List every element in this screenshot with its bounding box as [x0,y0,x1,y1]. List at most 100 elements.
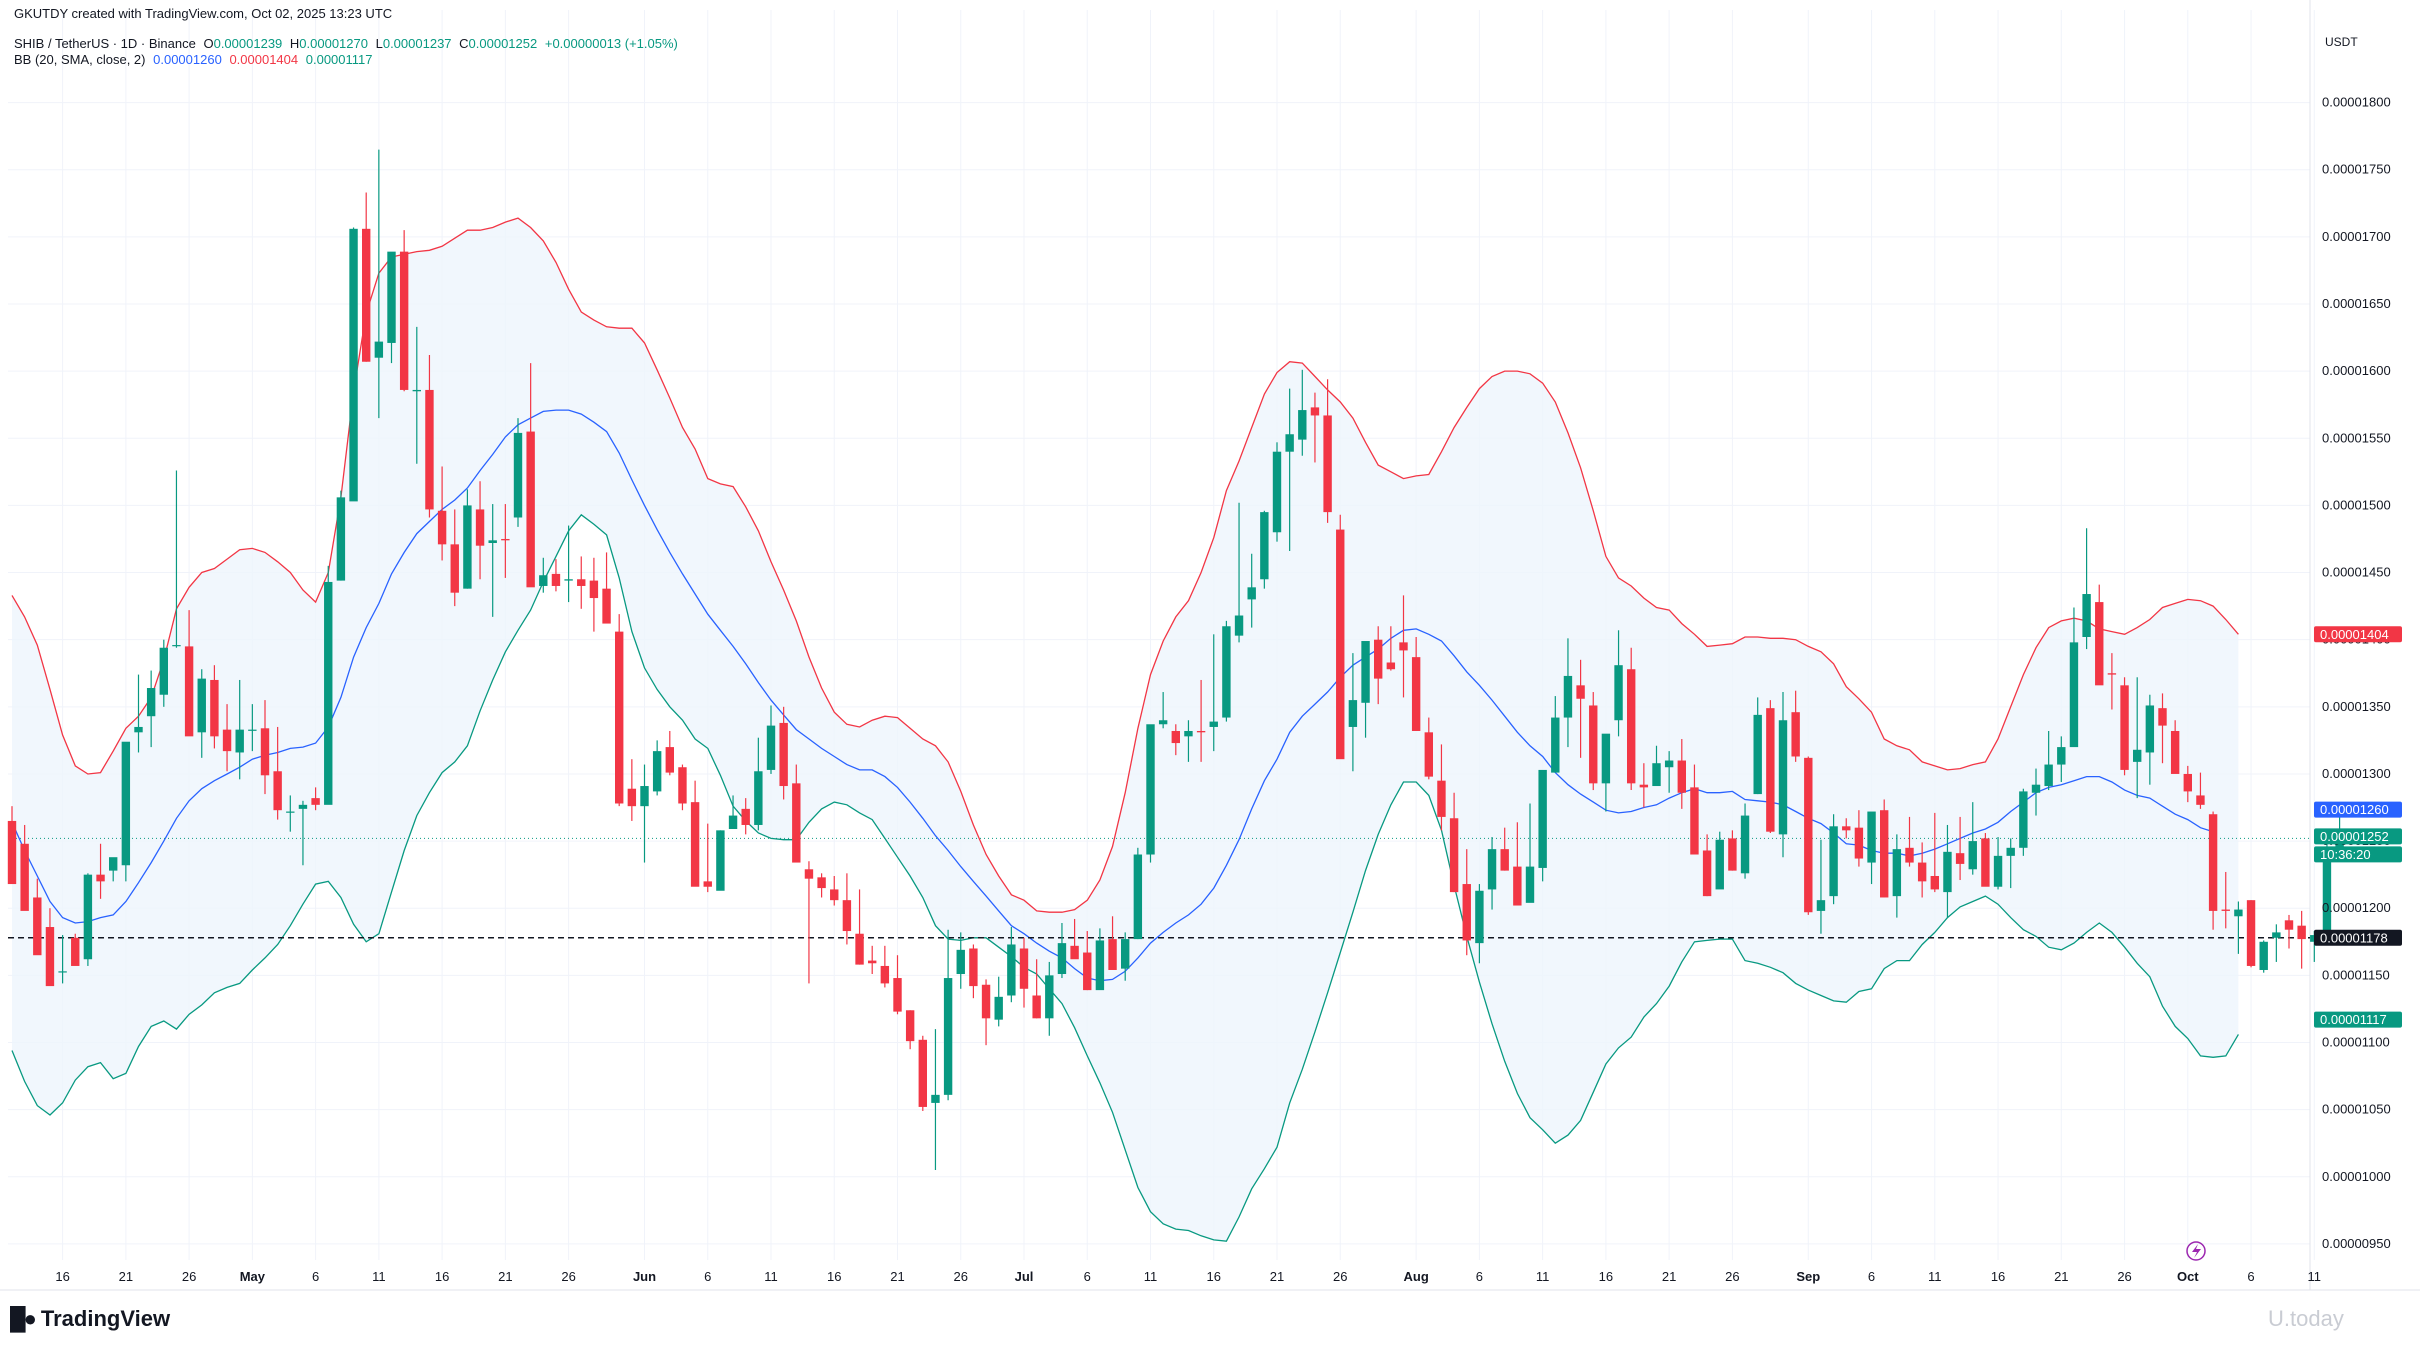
bb-label[interactable]: BB (20, SMA, close, 2) [14,52,146,67]
ohlc-legend: SHIB / TetherUS · 1D · Binance O0.000012… [14,36,682,51]
change-value: +0.00000013 (+1.05%) [544,36,678,51]
high-label: H [289,36,300,51]
candle-body [539,575,548,586]
candle [425,355,434,518]
candle-body [1083,952,1092,991]
candle-body [627,788,637,807]
candle-body [905,1010,915,1042]
candle [273,726,282,820]
time-tick-label: 16 [55,1269,69,1284]
candle-body [7,820,17,885]
candle [1955,816,1965,881]
price-tick-label: 0.00001500 [2322,497,2391,512]
candle-body [1437,780,1446,817]
candle [83,873,93,966]
candle-body [1449,818,1459,893]
candle [716,830,725,891]
candle [2107,653,2117,710]
bb-upper-value: 0.00001404 [229,52,299,67]
price-tick-label: 0.00001300 [2322,766,2391,781]
candle-body [741,808,750,825]
candle-body [248,729,257,731]
candle-body [817,877,826,889]
candle-body [526,431,535,588]
candle [109,857,118,882]
candle [1019,937,1029,1008]
candle-body [1272,451,1282,533]
candle [286,795,295,832]
symbol-title[interactable]: SHIB / TetherUS · 1D · Binance [14,36,196,51]
bb-upper-line [11,217,2239,913]
candle [2246,900,2256,968]
candle [1247,553,1256,628]
currency-label[interactable]: USDT [2325,35,2358,49]
candle-body [71,937,80,966]
candle [918,1035,927,1111]
created-line: GKUTDY created with TradingView.com, Oct… [14,6,393,21]
candle [703,823,712,893]
price-tag-bg [2314,929,2402,946]
price-tag-bg [2314,846,2402,863]
candle-body [20,843,29,911]
candle [172,470,181,648]
flash-icon[interactable] [2186,1241,2206,1261]
candle [2031,768,2041,816]
candle [551,559,561,592]
candle-body [2208,814,2218,911]
candle-body [1917,862,1927,882]
candle [1310,392,1320,463]
candle [539,557,548,593]
price-axis[interactable]: 0.00001800 0.00001750 0.00001700 0.00001650… [2322,95,2391,1251]
candle-body [2044,764,2053,787]
candle [842,873,852,945]
watermark: U.today [2268,1306,2344,1331]
candle [526,363,535,588]
candle [1867,811,1876,885]
candle-body [1184,730,1193,737]
candle-body [943,978,953,1095]
candle-body [1234,615,1244,636]
candle-body [146,688,156,717]
candles [7,149,2344,1171]
time-tick-label: May [240,1269,266,1284]
candle [1664,751,1674,793]
candle [1487,837,1497,910]
candle-body [1930,875,1939,890]
candle-body [2322,855,2332,936]
time-tick-label: Jul [1015,1269,1034,1284]
time-tick-label: 6 [2247,1269,2254,1284]
price-tick-label: 0.00001600 [2322,363,2391,378]
candle-body [2006,847,2015,856]
time-tick-label: 21 [890,1269,904,1284]
candle [1108,916,1117,970]
candle [1399,595,1408,698]
bb-basis-line [11,409,2214,982]
candle-body [501,538,510,541]
candle-body [766,725,776,770]
candle-body [969,948,978,987]
candle [754,737,763,831]
time-axis[interactable]: 16 21 26 May 6 11 16 21 26 Jun 6 11 16 21 26 Jul 6 11 16 21… [55,1269,2321,1284]
candle-body [1993,855,2003,887]
candle [1411,636,1421,731]
candle [868,945,877,975]
time-tick-label: 21 [1270,1269,1284,1284]
candle-body [1627,669,1636,784]
candle [2057,736,2066,783]
candle-body [1171,730,1180,744]
candle-body [159,647,168,695]
candle-body [1146,724,1155,855]
candle [1589,692,1598,791]
candle-body [475,509,485,546]
candle-body [1816,900,1826,911]
price-tag-bg [2314,1011,2402,1028]
candle-body [1032,995,1041,1019]
candle-body [2170,730,2180,774]
candle [450,509,459,607]
candle [1551,696,1560,773]
candle [880,945,890,988]
candle [994,976,1003,1027]
tradingview-logo[interactable]: █● TradingView [10,1306,170,1332]
candle-body [2095,602,2104,686]
